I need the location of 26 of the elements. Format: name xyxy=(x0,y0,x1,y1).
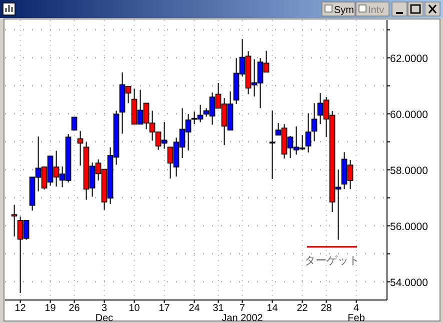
x-tick-label: 22 xyxy=(296,303,308,314)
x-tick-label: 14 xyxy=(266,303,278,314)
x-tick-label: 4 Feb xyxy=(348,303,366,323)
candlestick xyxy=(311,102,318,142)
y-tick-label: 54.0000 xyxy=(390,276,428,289)
x-tick-label: 12 xyxy=(14,303,26,314)
candlestick xyxy=(269,110,276,180)
ref-line-label: ターゲット xyxy=(304,254,360,267)
x-tick-label: 10 xyxy=(128,303,140,314)
x-tick-label: 31 xyxy=(212,303,224,314)
candlestick xyxy=(11,204,18,237)
y-tick-label: 62.0000 xyxy=(390,52,428,65)
y-tick-label: 58.0000 xyxy=(390,164,428,177)
x-tick-label: 19 xyxy=(44,303,56,314)
x-tick-label: 26 xyxy=(68,303,80,314)
y-tick-label: 60.0000 xyxy=(390,108,428,121)
x-tick-label: 3 Dec xyxy=(95,303,114,323)
y-tick-label: 56.0000 xyxy=(390,220,428,233)
x-tick-label: 28 xyxy=(320,303,332,314)
x-tick-label: 24 xyxy=(188,303,200,314)
candlestick xyxy=(77,130,84,166)
candlestick xyxy=(71,116,78,132)
x-tick-label: 17 xyxy=(158,303,170,314)
candlestick xyxy=(305,112,312,153)
toolbar-button: Sym xyxy=(322,2,356,16)
toolbar-button: Intv xyxy=(356,2,390,16)
